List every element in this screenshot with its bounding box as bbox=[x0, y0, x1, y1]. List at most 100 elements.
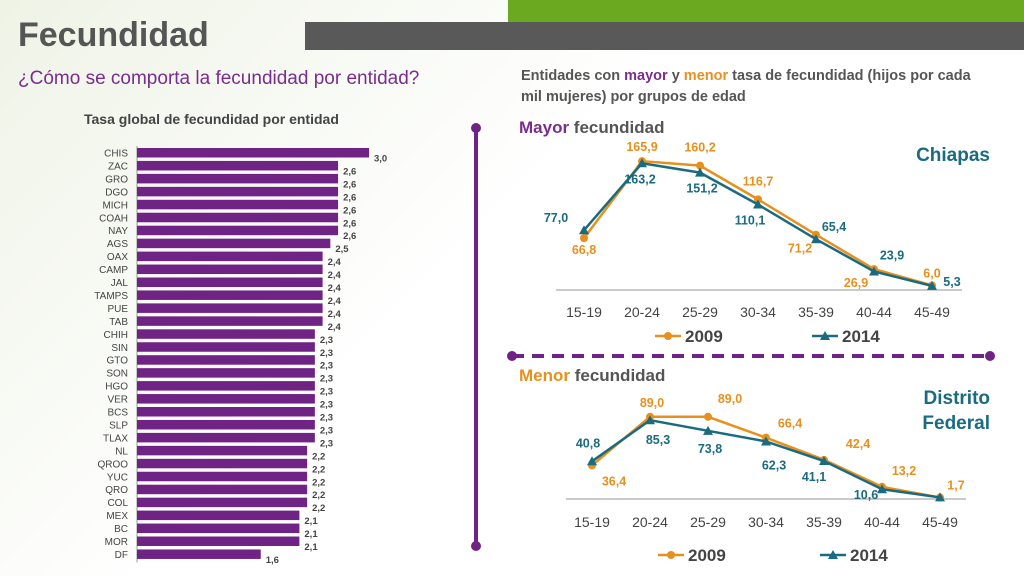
x-tick-label: 40-44 bbox=[856, 304, 892, 320]
data-label-2014: 65,4 bbox=[822, 220, 846, 234]
bar-value-label: 2,3 bbox=[320, 348, 333, 359]
data-label-2009: 66,4 bbox=[778, 417, 802, 431]
legend-marker-2009 bbox=[664, 332, 672, 340]
data-label-2014: 73,8 bbox=[698, 442, 722, 456]
legend-marker-2014 bbox=[820, 331, 830, 340]
legend-label-2014: 2014 bbox=[850, 546, 888, 565]
bar-category-label: HGO bbox=[105, 382, 128, 393]
bar-value-label: 2,6 bbox=[343, 192, 356, 203]
point-2014 bbox=[869, 266, 879, 276]
bar-value-label: 2,1 bbox=[304, 542, 318, 553]
bar-category-label: BCS bbox=[107, 408, 128, 419]
data-label-2014: 163,2 bbox=[624, 172, 655, 186]
line-chart-low: 15-19 20-24 25-29 30-34 35-39 40-44 45-49 36,4 8… bbox=[566, 392, 966, 565]
bar-category-label: TAMPS bbox=[94, 291, 128, 302]
x-tick-label: 15-19 bbox=[566, 304, 602, 320]
line-chart-high: 15-19 20-24 25-29 30-34 35-39 40-44 45-49 66,8 1… bbox=[544, 140, 962, 346]
bar-value-label: 2,3 bbox=[320, 387, 333, 398]
bar-category-label: SON bbox=[106, 369, 128, 380]
point-2014 bbox=[753, 199, 763, 209]
bar-category-label: SLP bbox=[109, 420, 128, 431]
bar-value-label: 3,0 bbox=[374, 154, 387, 165]
point-2009 bbox=[704, 412, 712, 421]
top-accent-bar-gray bbox=[305, 22, 1024, 50]
bar-zac bbox=[137, 160, 339, 171]
page-title: Fecundidad bbox=[18, 16, 209, 54]
bar-sin bbox=[137, 342, 315, 352]
data-label-2014: 62,3 bbox=[762, 458, 786, 472]
bar-value-label: 2,6 bbox=[343, 166, 356, 177]
data-label-2009: 165,9 bbox=[626, 140, 657, 154]
bar-category-label: BC bbox=[114, 524, 128, 535]
point-2014 bbox=[645, 415, 655, 425]
bar-value-label: 2,2 bbox=[312, 451, 325, 462]
data-label-2009: 42,4 bbox=[846, 437, 870, 451]
x-tick-label: 25-29 bbox=[682, 304, 718, 320]
bar-value-label: 2,4 bbox=[328, 270, 342, 281]
data-label-2009: 66,8 bbox=[572, 243, 596, 257]
x-tick-label: 45-49 bbox=[914, 304, 950, 320]
bar-category-label: CAMP bbox=[99, 265, 128, 276]
bar-value-label: 2,3 bbox=[320, 361, 333, 372]
data-label-2014: 77,0 bbox=[544, 211, 568, 225]
bar-mor bbox=[137, 536, 300, 546]
point-2014 bbox=[587, 456, 597, 466]
bar-pue bbox=[137, 303, 323, 313]
data-label-2009: 26,9 bbox=[844, 276, 868, 290]
bar-category-label: TAB bbox=[109, 317, 128, 328]
bar-category-label: GTO bbox=[107, 356, 129, 367]
bar-mex bbox=[137, 510, 300, 521]
heading-part-2: y bbox=[667, 68, 684, 84]
entity-chiapas: Chiapas bbox=[916, 145, 990, 166]
bar-category-label: AGS bbox=[107, 239, 128, 250]
bar-category-label: NAY bbox=[108, 226, 128, 237]
bar-value-label: 2,6 bbox=[343, 179, 356, 190]
bar-chart: CHIS 3,0 ZAC 2,6 GRO 2,6 DGO 2,6 MICH 2,6 COAH 2,6 N… bbox=[94, 146, 387, 566]
low-label-word: Menor bbox=[519, 366, 570, 385]
data-label-2014: 151,2 bbox=[686, 182, 717, 196]
divider-dot-bottom bbox=[471, 541, 481, 551]
x-tick-label: 45-49 bbox=[922, 514, 958, 530]
data-label-2014: 85,3 bbox=[646, 433, 670, 447]
divider-dot-top bbox=[471, 123, 481, 133]
bar-gro bbox=[137, 173, 339, 184]
point-2009 bbox=[580, 234, 588, 243]
bar-value-label: 2,3 bbox=[320, 438, 333, 449]
x-tick-label: 30-34 bbox=[748, 514, 784, 530]
bar-coah bbox=[137, 212, 339, 223]
x-tick-label: 35-39 bbox=[798, 304, 834, 320]
data-label-2009: 13,2 bbox=[892, 464, 916, 478]
bar-value-label: 2,4 bbox=[328, 257, 342, 268]
bar-category-label: CHIS bbox=[104, 149, 128, 160]
point-2014 bbox=[935, 492, 945, 502]
data-label-2009: 36,4 bbox=[602, 474, 626, 488]
bar-value-label: 2,2 bbox=[312, 490, 325, 501]
bar-son bbox=[137, 368, 315, 378]
bar-chart-title: Tasa global de fecundidad por entidad bbox=[84, 111, 339, 127]
heading-part-1: Entidades con bbox=[521, 68, 625, 84]
data-label-2009: 160,2 bbox=[684, 141, 715, 155]
bar-value-label: 2,4 bbox=[328, 322, 342, 333]
bar-nl bbox=[137, 445, 308, 456]
data-label-2014: 10,6 bbox=[854, 488, 878, 502]
bar-category-label: MICH bbox=[102, 200, 128, 211]
data-label-2014: 40,8 bbox=[576, 436, 600, 450]
x-tick-label: 40-44 bbox=[864, 514, 900, 530]
bar-gto bbox=[137, 355, 315, 365]
data-label-2014: 110,1 bbox=[735, 214, 766, 228]
bar-col bbox=[137, 497, 308, 508]
entity-distrito-federal: Distrito Federal bbox=[922, 388, 990, 434]
bar-value-label: 2,5 bbox=[335, 244, 349, 255]
data-label-2009: 6,0 bbox=[923, 266, 940, 280]
bar-tlax bbox=[137, 432, 315, 443]
point-2009 bbox=[696, 161, 704, 170]
legend-marker-2009 bbox=[667, 551, 675, 559]
section-subtitle: ¿Cómo se comporta la fecundidad por enti… bbox=[18, 68, 420, 89]
hdivider-dot-right bbox=[985, 351, 995, 361]
data-label-2009: 89,0 bbox=[640, 396, 664, 410]
data-label-2014: 5,3 bbox=[943, 275, 960, 289]
data-label-2014: 41,1 bbox=[802, 470, 826, 484]
low-label-rest: fecundidad bbox=[570, 366, 666, 385]
high-label-word: Mayor bbox=[519, 118, 570, 137]
